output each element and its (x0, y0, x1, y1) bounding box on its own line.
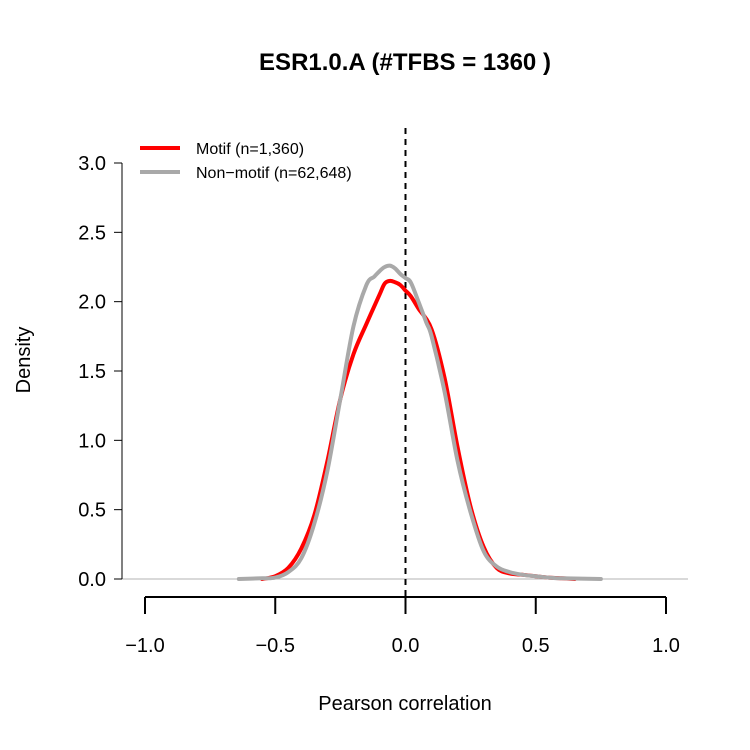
y-tick-label: 1.5 (78, 361, 106, 383)
y-tick-label: 0.0 (78, 569, 106, 591)
legend-label: Non−motif (n=62,648) (196, 165, 352, 182)
plot-area: 0.0 0.5 1.0 1.5 2.0 2.5 3.0 −1.0 −0.5 0.0 0.5 1.0 Mo… (78, 128, 688, 657)
x-tick-label: −0.5 (256, 635, 295, 657)
y-tick-label: 2.0 (78, 292, 106, 314)
y-tick-label: 1.0 (78, 430, 106, 452)
x-tick-label: 0.0 (392, 635, 420, 657)
x-tick-label: 1.0 (652, 635, 680, 657)
x-tick-label: 0.5 (522, 635, 550, 657)
legend-label: Motif (n=1,360) (196, 141, 304, 158)
y-tick-label: 2.5 (78, 222, 106, 244)
non-motif-density-line (236, 263, 603, 581)
chart-title: ESR1.0.A (#TFBS = 1360 ) (259, 49, 551, 76)
y-axis-title: Density (13, 327, 35, 394)
y-tick-label: 3.0 (78, 153, 106, 175)
x-axis-title: Pearson correlation (318, 693, 491, 715)
y-tick-label: 0.5 (78, 500, 106, 522)
x-tick-label: −1.0 (125, 635, 164, 657)
